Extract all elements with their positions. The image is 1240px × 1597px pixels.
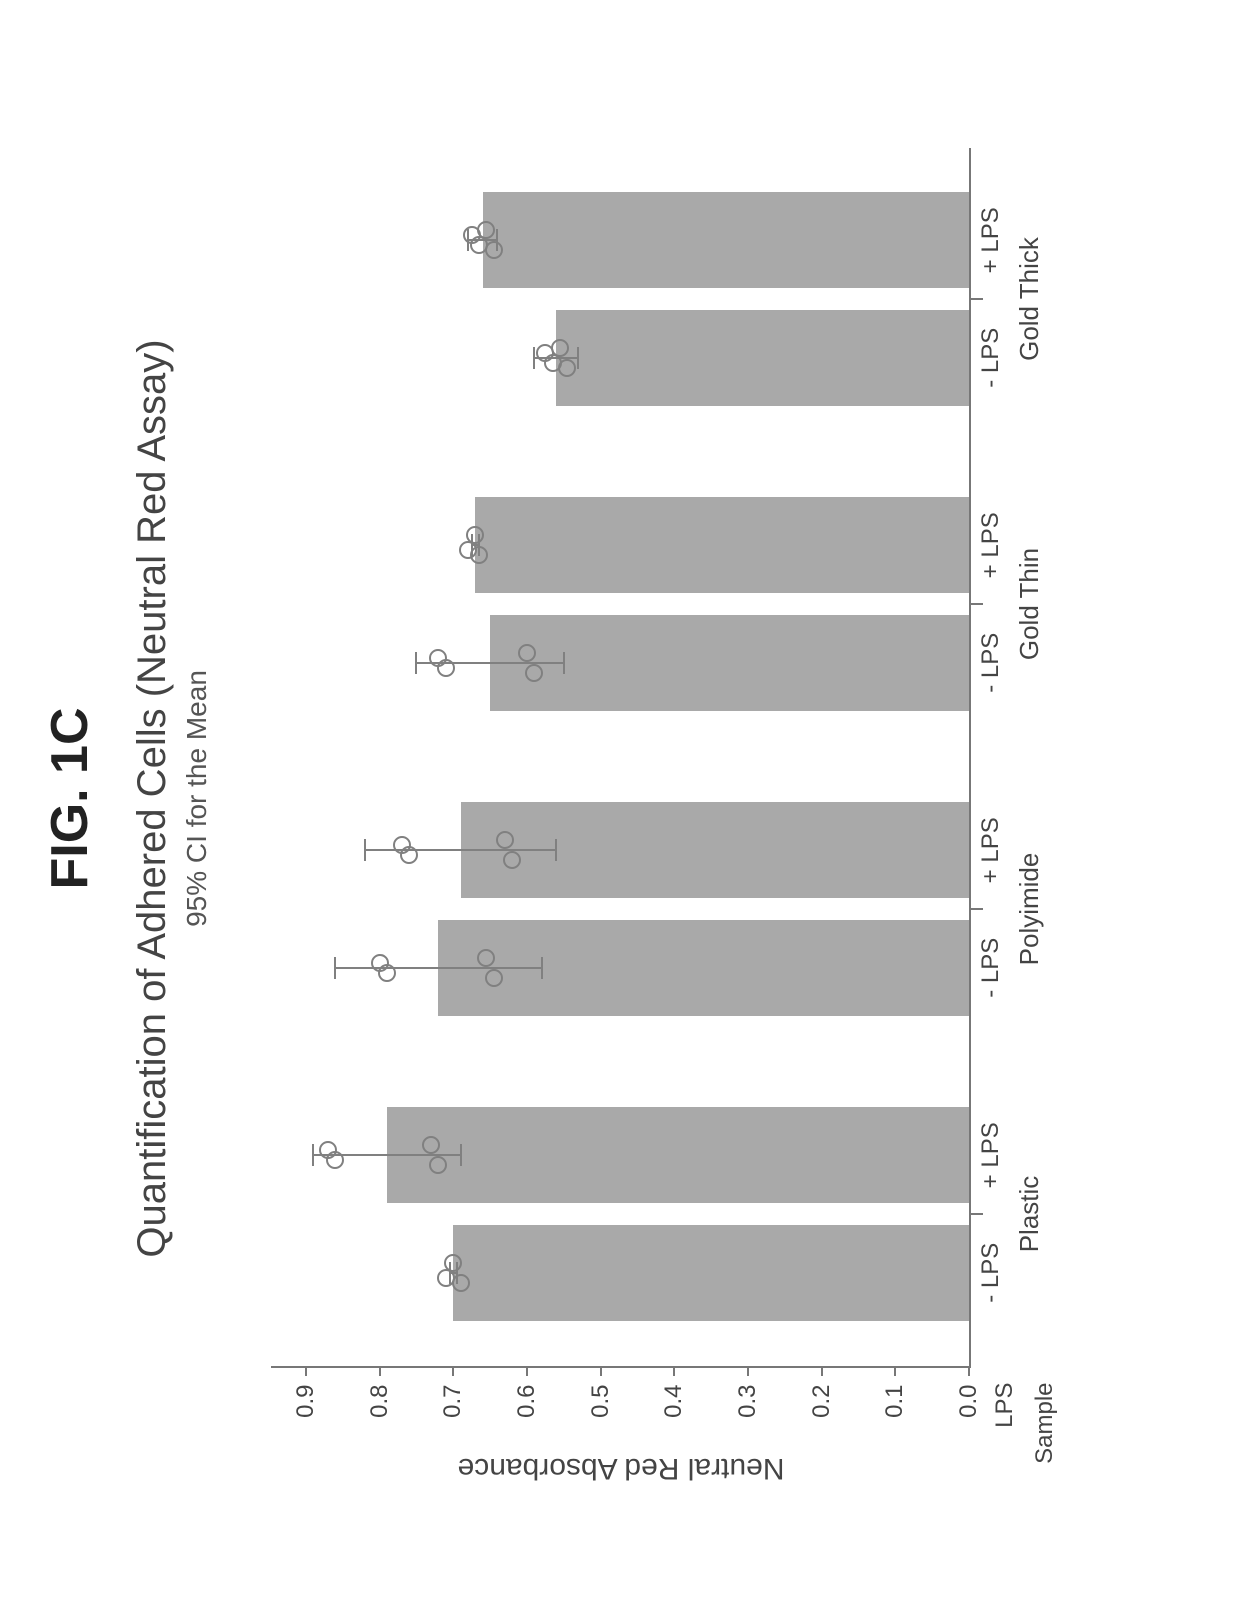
y-tick	[452, 1367, 454, 1377]
chart-subtitle: 95% CI for the Mean	[181, 0, 213, 1597]
landscape-canvas: FIG. 1C Quantification of Adhered Cells …	[0, 0, 1240, 1597]
y-tick	[379, 1367, 381, 1377]
error-cap	[533, 347, 535, 369]
x-level-label: - LPS	[977, 328, 1005, 388]
bar	[556, 310, 969, 406]
bar	[483, 192, 969, 288]
chart-title: Quantification of Adhered Cells (Neutral…	[130, 0, 175, 1597]
error-cap	[364, 839, 366, 861]
x-group-tick	[969, 1213, 983, 1215]
y-tick	[821, 1367, 823, 1377]
x-group-label: Gold Thick	[1014, 237, 1045, 361]
data-point	[463, 226, 481, 244]
error-cap	[555, 839, 557, 861]
x-level-label: + LPS	[977, 817, 1005, 883]
data-point	[319, 1141, 337, 1159]
data-point	[503, 851, 521, 869]
plot-area: 0.00.10.20.30.40.50.60.70.80.9- LPS+ LPS…	[271, 149, 971, 1369]
figure-label: FIG. 1C	[40, 0, 100, 1597]
chart-titles: Quantification of Adhered Cells (Neutral…	[130, 0, 213, 1597]
error-cap	[460, 1144, 462, 1166]
y-tick-label: 0.0	[955, 1385, 983, 1418]
y-tick	[526, 1367, 528, 1377]
error-cap	[334, 957, 336, 979]
error-cap	[312, 1144, 314, 1166]
x-row-label-lps: LPS	[991, 1383, 1019, 1428]
data-point	[525, 664, 543, 682]
y-tick-label: 0.4	[660, 1385, 688, 1418]
y-tick	[968, 1367, 970, 1377]
x-group-label: Plastic	[1014, 1176, 1045, 1253]
x-level-label: - LPS	[977, 633, 1005, 693]
chart-frame: 0.0 0.1 0.2 0.3 0.4 0.5 0.6 0.7 0.8 0.9 - LPS + LPS…	[241, 99, 1101, 1499]
data-point	[459, 541, 477, 559]
y-axis-title: Neutral Red Absorbance	[458, 1452, 785, 1486]
rotation-wrapper: FIG. 1C Quantification of Adhered Cells …	[0, 0, 1240, 1597]
x-row-label-sample: Sample	[1031, 1383, 1059, 1464]
bar	[475, 497, 969, 593]
x-group-tick	[969, 298, 983, 300]
y-tick-label: 0.6	[513, 1385, 541, 1418]
y-tick-label: 0.2	[808, 1385, 836, 1418]
data-point	[496, 831, 514, 849]
y-tick-label: 0.7	[439, 1385, 467, 1418]
x-level-label: + LPS	[977, 1122, 1005, 1188]
data-point	[477, 949, 495, 967]
data-point	[393, 836, 411, 854]
y-tick-label: 0.8	[366, 1385, 394, 1418]
error-cap	[541, 957, 543, 979]
x-group-label: Gold Thin	[1014, 548, 1045, 660]
y-tick-label: 0.3	[734, 1385, 762, 1418]
data-point	[422, 1136, 440, 1154]
y-tick-label: 0.1	[881, 1385, 909, 1418]
error-cap	[577, 347, 579, 369]
y-tick	[673, 1367, 675, 1377]
data-point	[429, 649, 447, 667]
y-tick	[747, 1367, 749, 1377]
data-point	[429, 1156, 447, 1174]
y-tick	[600, 1367, 602, 1377]
page: FIG. 1C Quantification of Adhered Cells …	[0, 0, 1240, 1597]
x-group-tick	[969, 908, 983, 910]
data-point	[437, 1269, 455, 1287]
x-level-label: - LPS	[977, 938, 1005, 998]
error-cap	[563, 652, 565, 674]
data-point	[518, 644, 536, 662]
y-tick	[305, 1367, 307, 1377]
error-cap	[415, 652, 417, 674]
data-point	[485, 969, 503, 987]
x-level-label: + LPS	[977, 207, 1005, 273]
x-group-tick	[969, 603, 983, 605]
x-level-label: + LPS	[977, 512, 1005, 578]
y-tick-label: 0.9	[292, 1385, 320, 1418]
data-point	[536, 344, 554, 362]
x-group-label: Polyimide	[1014, 853, 1045, 966]
bar	[453, 1225, 969, 1321]
x-level-label: - LPS	[977, 1243, 1005, 1303]
y-tick	[894, 1367, 896, 1377]
y-tick-label: 0.5	[587, 1385, 615, 1418]
data-point	[371, 954, 389, 972]
bar	[387, 1107, 969, 1203]
error-bar	[335, 967, 541, 969]
